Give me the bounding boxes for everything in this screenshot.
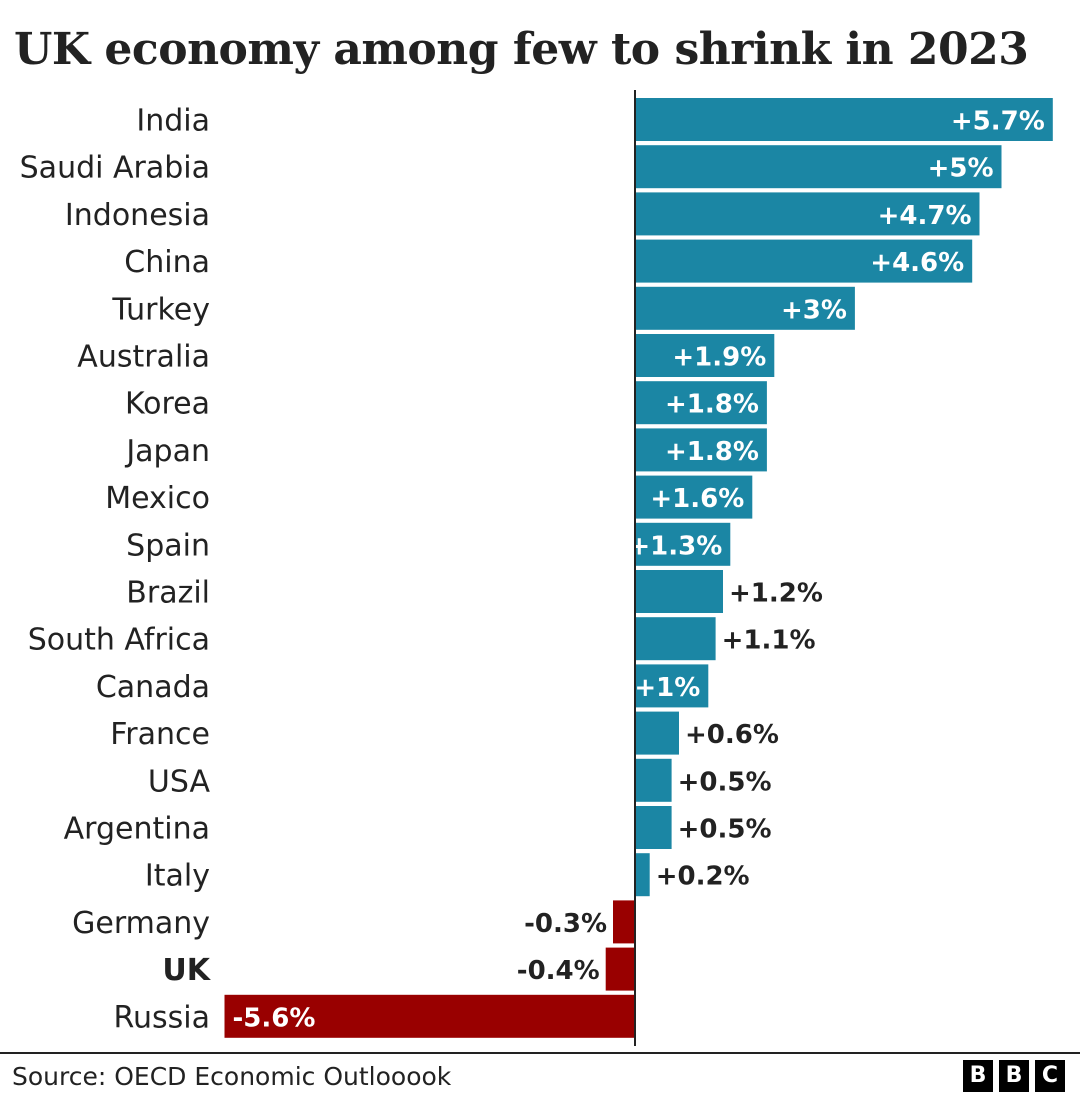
data-label: +4.6% bbox=[870, 248, 964, 278]
source-note: Source: OECD Economic Outlooook bbox=[12, 1062, 452, 1091]
bar-china bbox=[635, 239, 973, 283]
category-label: Italy bbox=[145, 859, 210, 894]
chart-title: UK economy among few to shrink in 2023 bbox=[14, 24, 1029, 75]
bbc-logo: B B C bbox=[963, 1060, 1065, 1092]
data-label: +0.6% bbox=[685, 720, 779, 750]
data-label: +1.1% bbox=[722, 626, 816, 656]
data-label: +0.2% bbox=[656, 862, 750, 892]
data-label: -5.6% bbox=[233, 1003, 316, 1033]
data-label: -0.4% bbox=[517, 956, 600, 986]
data-label: +1.8% bbox=[665, 437, 759, 467]
category-label: Australia bbox=[77, 340, 210, 375]
bars-layer bbox=[224, 98, 1053, 1038]
bar-india bbox=[635, 98, 1053, 141]
bar-argentina bbox=[635, 806, 672, 849]
data-label: +4.7% bbox=[878, 201, 972, 231]
category-label: Spain bbox=[126, 528, 210, 563]
category-label: South Africa bbox=[28, 623, 210, 658]
bar-germany bbox=[613, 900, 635, 944]
category-labels-layer: India Saudi Arabia Indonesia China Turkey Aus… bbox=[20, 104, 212, 1036]
category-label: China bbox=[124, 245, 210, 280]
bar-korea bbox=[635, 381, 767, 425]
footer-divider bbox=[0, 1052, 1080, 1054]
bar-canada bbox=[635, 664, 709, 708]
category-label: UK bbox=[162, 953, 211, 988]
category-label: Russia bbox=[114, 1000, 211, 1035]
category-label: Brazil bbox=[126, 576, 210, 611]
logo-letter: B bbox=[963, 1060, 993, 1092]
bar-spain bbox=[635, 522, 731, 566]
category-label: Saudi Arabia bbox=[20, 151, 210, 186]
data-label: +3% bbox=[781, 295, 847, 325]
category-label: Argentina bbox=[64, 812, 210, 847]
bar-mexico bbox=[635, 475, 753, 519]
data-label: +5.7% bbox=[951, 107, 1045, 137]
bar-japan bbox=[635, 428, 767, 472]
data-label: +1.2% bbox=[729, 579, 823, 609]
bar-usa bbox=[635, 758, 672, 802]
bar-saudi-arabia bbox=[635, 145, 1002, 189]
bar-indonesia bbox=[635, 192, 980, 236]
category-label: Korea bbox=[125, 387, 210, 422]
data-label: +1% bbox=[634, 673, 700, 703]
category-label: Japan bbox=[124, 434, 210, 469]
logo-letter: B bbox=[999, 1060, 1029, 1092]
data-label: +0.5% bbox=[678, 767, 772, 797]
category-label: Germany bbox=[72, 906, 210, 941]
category-label: Mexico bbox=[105, 481, 210, 516]
logo-letter: C bbox=[1035, 1060, 1065, 1092]
bar-russia bbox=[224, 994, 635, 1038]
bar-uk bbox=[605, 947, 635, 991]
category-label: India bbox=[136, 104, 210, 139]
bar-brazil bbox=[635, 570, 723, 613]
data-label: +1.9% bbox=[672, 343, 766, 373]
bar-italy bbox=[635, 853, 650, 897]
category-label: Indonesia bbox=[65, 198, 210, 233]
bar-france bbox=[635, 711, 679, 755]
category-label: USA bbox=[148, 764, 211, 799]
bar-australia bbox=[635, 334, 775, 377]
category-label: France bbox=[110, 717, 210, 752]
bar-south-africa bbox=[635, 617, 716, 661]
category-label: Canada bbox=[96, 670, 210, 705]
category-label: Turkey bbox=[111, 292, 210, 327]
data-label: +1.6% bbox=[650, 484, 744, 514]
data-label: +1.8% bbox=[665, 390, 759, 420]
bar-turkey bbox=[635, 286, 855, 330]
data-label: +5% bbox=[928, 154, 994, 184]
data-label: -0.3% bbox=[524, 909, 607, 939]
data-labels-layer: +5.7% +5% +4.7% +4.6% +3% +1.9% +1.8% +1.8% +1.6… bbox=[233, 107, 1045, 1034]
data-label: +1.3% bbox=[628, 531, 722, 561]
data-label: +0.5% bbox=[678, 815, 772, 845]
